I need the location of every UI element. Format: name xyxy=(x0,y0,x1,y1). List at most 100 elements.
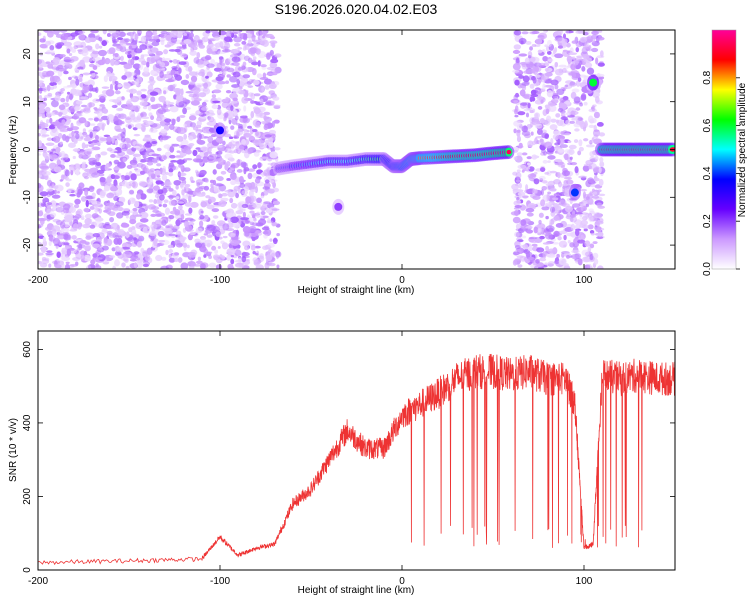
heatmap-cell xyxy=(150,206,160,210)
heatmap-cell xyxy=(197,132,202,141)
heatmap-cell xyxy=(87,218,93,225)
heatmap-cell xyxy=(518,182,523,189)
heatmap-cell xyxy=(557,236,562,241)
heatmap-cell xyxy=(265,139,270,146)
heatmap-cell xyxy=(595,73,605,78)
heatmap-cell xyxy=(595,57,599,65)
heatmap-cell xyxy=(46,49,55,55)
heatmap-cell xyxy=(52,185,59,190)
heatmap-cell xyxy=(83,207,90,213)
heatmap-cell xyxy=(56,78,62,85)
heatmap-cell xyxy=(231,84,240,89)
heatmap-cell xyxy=(592,241,598,244)
heatmap-cell xyxy=(562,183,568,187)
heatmap-cell xyxy=(582,165,590,172)
heatmap-cell xyxy=(73,45,79,50)
heatmap-cell xyxy=(514,244,521,250)
heatmap-cell xyxy=(177,30,185,33)
heatmap-cell xyxy=(226,177,232,181)
heatmap-cell xyxy=(179,163,184,170)
heatmap-cell xyxy=(563,263,569,267)
heatmap-cell xyxy=(146,57,151,63)
heatmap-cell xyxy=(49,153,58,160)
heatmap-cell xyxy=(147,84,154,92)
heatmap-cell xyxy=(538,212,544,218)
heatmap-cell xyxy=(230,254,234,258)
heatmap-cell xyxy=(577,258,583,266)
heatmap-cell xyxy=(557,30,563,36)
heatmap-cell xyxy=(514,79,520,86)
heatmap-cell xyxy=(156,244,161,248)
heatmap-cell xyxy=(128,45,133,50)
heatmap-cell xyxy=(215,264,223,269)
heatmap-cell xyxy=(72,155,76,160)
heatmap-cell xyxy=(241,96,249,104)
heatmap-cell xyxy=(65,95,70,103)
heatmap-cell xyxy=(139,101,148,107)
heatmap-cell xyxy=(147,105,152,111)
heatmap-cell xyxy=(578,74,587,78)
heatmap-cell xyxy=(525,226,534,229)
heatmap-cell xyxy=(540,167,546,172)
heatmap-cell xyxy=(157,200,162,204)
heatmap-cell xyxy=(184,202,192,207)
heatmap-cell xyxy=(91,213,99,219)
heatmap-cell xyxy=(173,179,182,186)
heatmap-cell xyxy=(233,36,242,43)
heatmap-cell xyxy=(169,145,175,153)
heatmap-cell xyxy=(593,177,600,182)
heatmap-cell xyxy=(88,102,92,109)
heatmap-cell xyxy=(226,67,235,73)
heatmap-cell xyxy=(253,151,260,157)
heatmap-cell xyxy=(193,57,200,64)
heatmap-cell xyxy=(102,245,109,251)
heatmap-cell xyxy=(71,235,77,240)
heatmap-cell xyxy=(514,114,519,118)
heatmap-cell xyxy=(161,256,167,261)
heatmap-cell xyxy=(535,135,544,139)
heatmap-cell xyxy=(246,258,250,262)
heatmap-cell xyxy=(592,129,601,137)
heatmap-cell xyxy=(196,51,201,59)
heatmap-cell xyxy=(105,255,109,259)
heatmap-cell xyxy=(95,43,100,50)
heatmap-cell xyxy=(213,36,220,41)
heatmap-cell xyxy=(273,104,281,108)
heatmap-cell xyxy=(102,261,110,265)
heatmap-cell xyxy=(216,108,222,116)
heatmap-cell xyxy=(152,209,160,213)
heatmap-cell xyxy=(117,229,125,235)
heatmap-cell xyxy=(75,78,80,86)
heatmap-cell xyxy=(80,217,85,221)
heatmap-cell xyxy=(261,226,270,231)
heatmap-cell xyxy=(267,217,271,224)
heatmap-cell xyxy=(49,234,53,242)
heatmap-cell xyxy=(557,108,564,113)
heatmap-cell xyxy=(164,228,173,235)
y-tick-label: 600 xyxy=(22,341,33,358)
heatmap-cell xyxy=(208,262,217,268)
heatmap-cell xyxy=(225,212,234,218)
heatmap-cell xyxy=(163,199,169,203)
heatmap-cell xyxy=(136,257,141,261)
heatmap-cell xyxy=(63,176,69,180)
heatmap-cell xyxy=(176,159,185,165)
heatmap-cell xyxy=(68,132,76,139)
heatmap-cell xyxy=(44,106,51,113)
heatmap-cell xyxy=(107,30,117,34)
heatmap-cell xyxy=(91,87,98,92)
heatmap-cell xyxy=(266,52,271,60)
heatmap-cell xyxy=(113,237,120,245)
heatmap-cell xyxy=(586,67,595,75)
colorbar-tick-label: 0.2 xyxy=(702,214,713,228)
heatmap-cell xyxy=(207,147,212,153)
heatmap-cell xyxy=(59,179,63,182)
heatmap-cell xyxy=(71,190,75,194)
heatmap-cell xyxy=(188,71,198,77)
heatmap-cell xyxy=(78,33,86,41)
heatmap-cell xyxy=(593,111,600,119)
heatmap-cell xyxy=(137,32,141,36)
heatmap-cell xyxy=(564,224,573,228)
heatmap-cell xyxy=(54,264,62,269)
heatmap-cell xyxy=(574,224,581,230)
